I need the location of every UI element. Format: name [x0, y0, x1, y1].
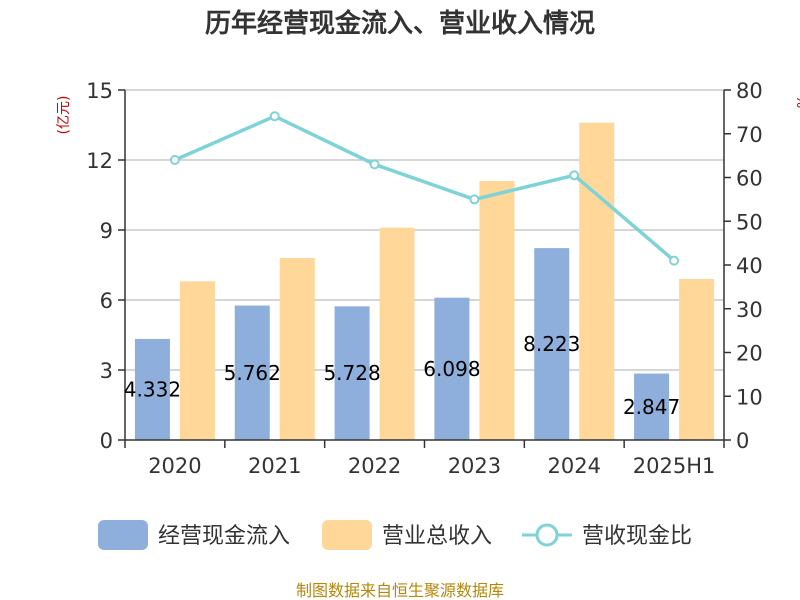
bar-revenue — [679, 279, 715, 440]
ratio-point — [369, 159, 380, 170]
bar-cash-inflow — [234, 305, 270, 440]
bar-value-label: 6.098 — [423, 357, 480, 381]
bar-revenue — [279, 258, 315, 440]
left-axis-tick-label: 0 — [100, 429, 113, 453]
right-axis-tick-label: 30 — [736, 298, 763, 322]
bar-revenue — [379, 227, 415, 440]
x-axis-tick-label: 2022 — [348, 454, 401, 478]
legend: 经营现金流入 营业总收入 营收现金比 — [98, 520, 692, 550]
right-axis-tick-label: 60 — [736, 167, 763, 191]
chart-title: 历年经营现金流入、营业收入情况 — [205, 8, 595, 39]
right-axis-tick-label: 40 — [736, 254, 763, 278]
right-axis-tick-label: 20 — [736, 342, 763, 366]
bar-revenue — [179, 281, 215, 440]
right-axis-unit: % — [793, 95, 800, 108]
ratio-point — [569, 170, 580, 181]
bar-value-label: 4.332 — [124, 377, 181, 401]
left-axis-tick-label: 9 — [100, 219, 113, 243]
grid — [125, 89, 724, 371]
right-axis-tick-label: 0 — [736, 429, 749, 453]
right-axis-tick-label: 10 — [736, 385, 763, 409]
x-axis-ticks: 2020 2021 2022 2023 2024 2025H1 — [148, 454, 715, 478]
left-axis-tick-label: 3 — [100, 359, 113, 383]
right-axis-tick-label: 80 — [736, 79, 763, 103]
bar-cash-inflow — [334, 306, 370, 440]
left-axis-tick-label: 15 — [86, 79, 113, 103]
source-note: 制图数据来自恒生聚源数据库 — [296, 581, 504, 600]
legend-label-cash-inflow: 经营现金流入 — [158, 524, 290, 549]
bar-value-label: 5.762 — [224, 361, 281, 385]
ratio-point — [269, 111, 280, 122]
legend-swatch-revenue — [322, 520, 372, 550]
right-axis-tick-label: 50 — [736, 210, 763, 234]
bar-revenue — [579, 122, 615, 441]
bar-cash-inflow — [134, 338, 170, 440]
ratio-point — [469, 194, 480, 205]
ratio-point — [669, 255, 680, 266]
x-axis-tick-label: 2024 — [548, 454, 601, 478]
bar-value-label: 2.847 — [623, 395, 680, 419]
ratio-line — [169, 111, 680, 266]
right-axis-ticks: 0 10 20 30 40 50 60 70 80 — [724, 79, 763, 453]
x-axis-tick-label: 2021 — [248, 454, 301, 478]
bar-revenue — [479, 181, 515, 440]
bar-cash-inflow — [434, 297, 470, 440]
left-axis-tick-label: 6 — [100, 289, 113, 313]
bar-cash-inflow — [634, 373, 670, 440]
legend-marker-ratio — [535, 523, 559, 547]
ratio-polyline — [174, 114, 676, 262]
legend-label-revenue: 营业总收入 — [382, 524, 492, 549]
left-axis-tick-label: 12 — [86, 149, 113, 173]
legend-swatch-cash-inflow — [98, 520, 148, 550]
bar-labels: 4.332 5.762 5.728 6.098 8.223 2.847 — [124, 332, 680, 419]
ratio-point — [169, 155, 180, 165]
bar-cash-inflow — [534, 248, 570, 440]
x-axis-tick-label: 2023 — [448, 454, 501, 478]
left-axis-unit: (亿元) — [56, 96, 72, 135]
left-axis-ticks: 0 3 6 9 12 15 — [86, 79, 125, 453]
bar-value-label: 5.728 — [323, 361, 380, 385]
x-axis-tick-label: 2025H1 — [633, 454, 716, 478]
right-axis-tick-label: 70 — [736, 123, 763, 147]
legend-label-ratio: 营收现金比 — [582, 524, 692, 549]
bar-value-label: 8.223 — [523, 332, 580, 356]
bars — [134, 122, 715, 441]
x-axis-tick-label: 2020 — [148, 454, 201, 478]
